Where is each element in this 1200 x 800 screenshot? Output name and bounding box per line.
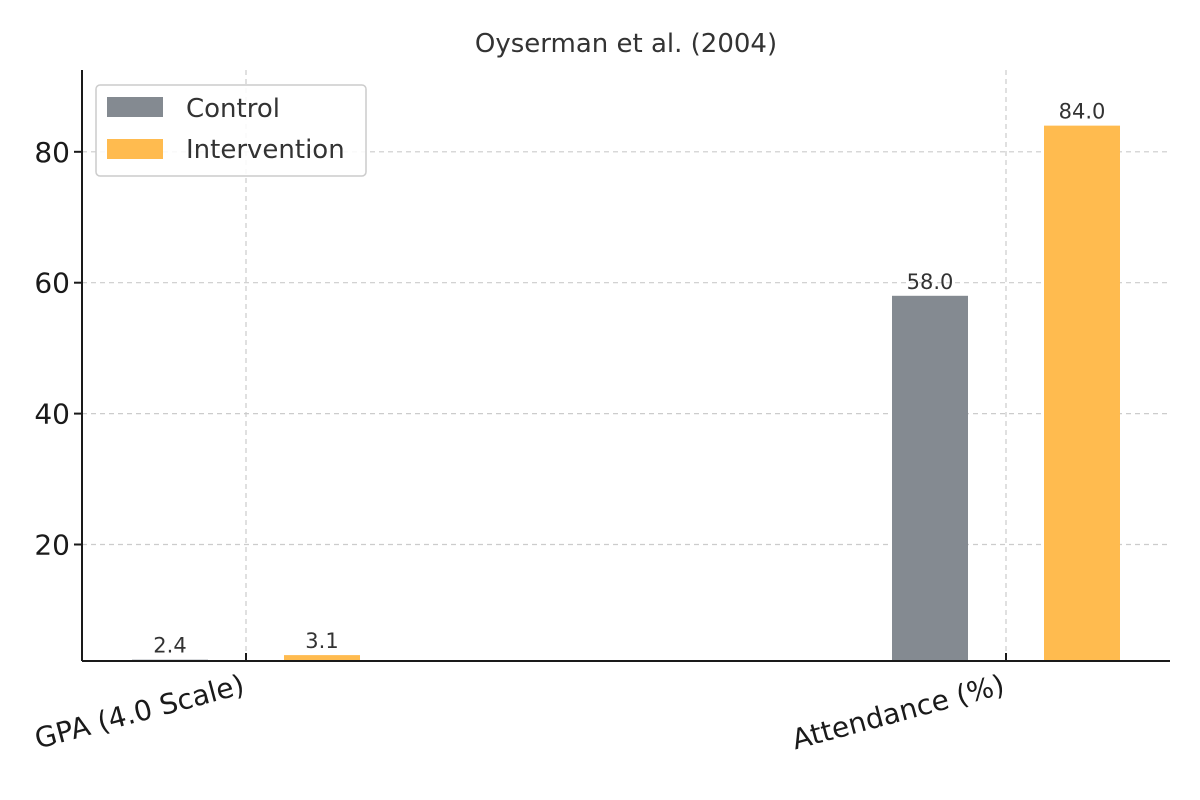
y-tick-label: 80 (34, 136, 70, 169)
legend-swatch-control (107, 97, 163, 117)
data-label-control-gpa-4-0-scale: 2.4 (153, 634, 186, 658)
data-labels: 2.4 58.0 3.1 84.0 (153, 100, 1105, 658)
legend-label-intervention: Intervention (186, 135, 345, 165)
data-label-control-attendance: 58.0 (907, 270, 954, 294)
tick-labels: 20 40 60 80 GPA (4.0 Scale) Attendance (%) (31, 136, 1008, 756)
legend: Control Intervention (95, 84, 367, 177)
legend-frame (95, 84, 367, 177)
axes (81, 70, 1170, 662)
x-tick-label-attendance: Attendance (%) (788, 668, 1007, 756)
bar-intervention-gpa-4-0-scale (284, 655, 360, 661)
bars (132, 125, 1120, 661)
data-label-intervention-attendance: 84.0 (1059, 100, 1106, 124)
bar-control-attendance (892, 295, 968, 661)
legend-swatch-intervention (107, 139, 163, 159)
chart-title: Oyserman et al. (2004) (475, 29, 777, 59)
y-tick-label: 60 (34, 267, 70, 300)
y-tick-label: 40 (34, 398, 70, 431)
data-label-intervention-gpa-4-0-scale: 3.1 (305, 629, 338, 653)
legend-label-control: Control (186, 94, 280, 124)
bar-intervention-attendance (1044, 125, 1120, 661)
x-tick-label-gpa-4-0-scale: GPA (4.0 Scale) (31, 668, 248, 756)
y-tick-label: 20 (34, 529, 70, 562)
